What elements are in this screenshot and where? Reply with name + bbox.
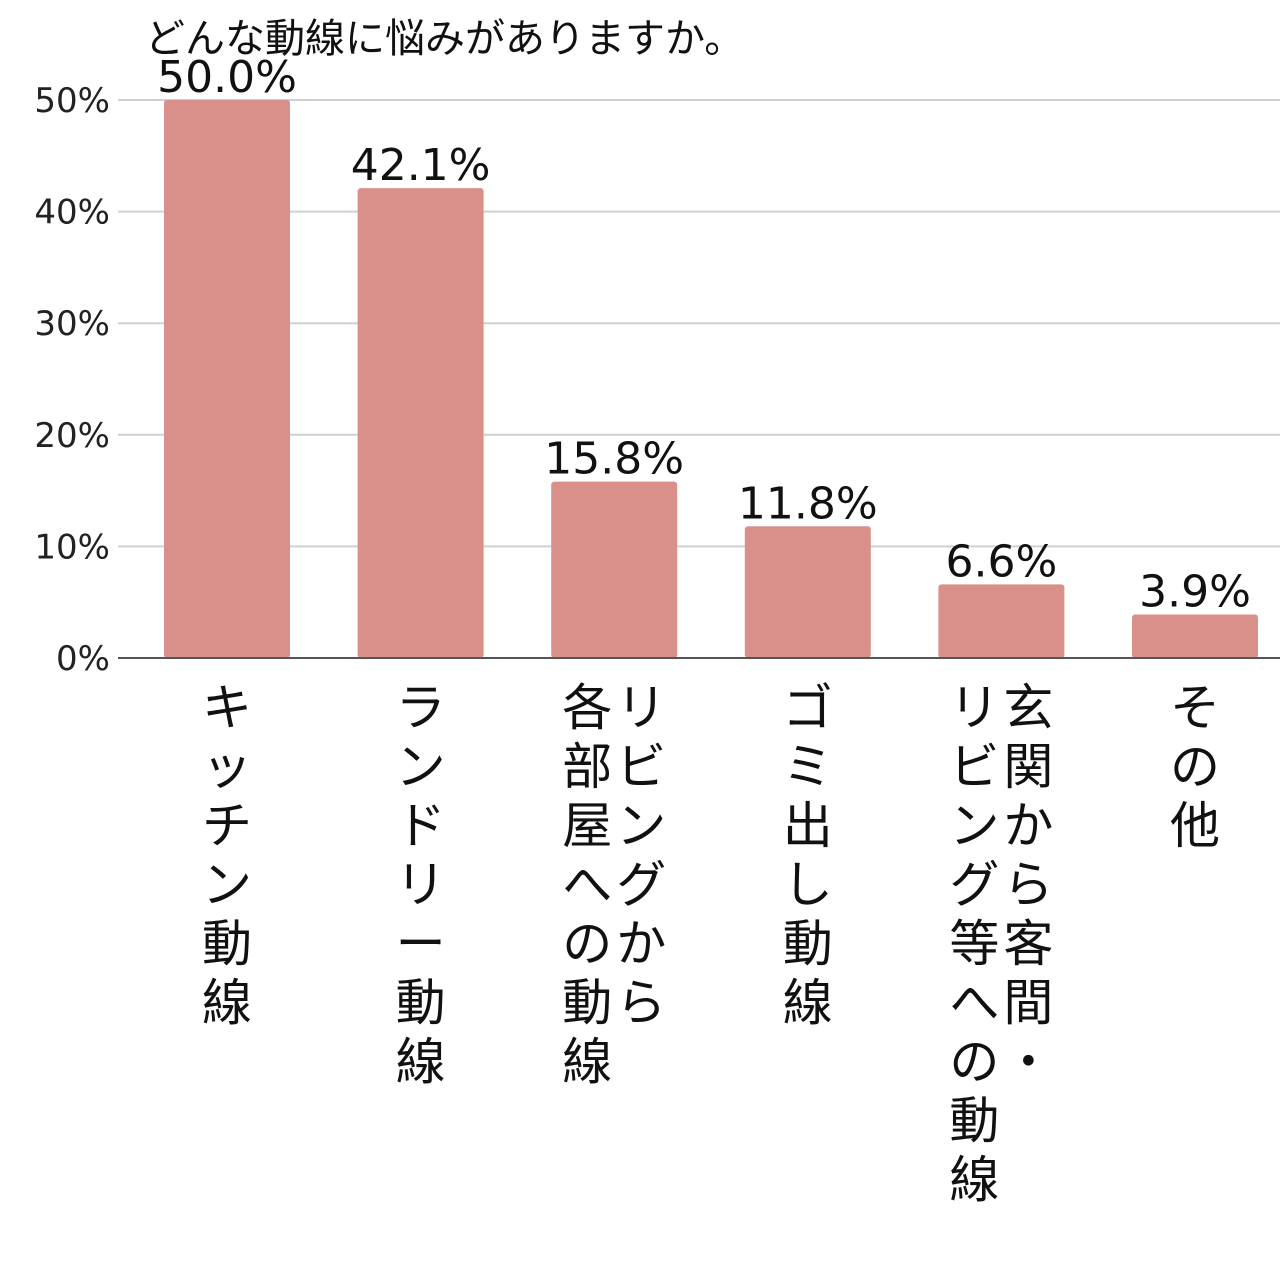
category-label: リビング等への動線: [949, 679, 999, 1209]
bar: [744, 526, 871, 658]
y-tick-label: 50%: [34, 81, 110, 121]
y-tick-label: 10%: [34, 527, 110, 567]
bar: [938, 584, 1065, 658]
grid-lines: [118, 99, 1280, 548]
category-label: ゴミ出し動線: [783, 679, 833, 1032]
data-labels: 50.0% 42.1% 15.8% 11.8% 6.6% 3.9%: [157, 52, 1251, 617]
y-tick-label: 20%: [34, 416, 110, 456]
bar: [357, 188, 484, 658]
bar: [164, 100, 290, 658]
data-label: 42.1%: [351, 140, 491, 191]
data-label: 3.9%: [1139, 566, 1251, 617]
category-label: 玄関から客間・: [1003, 679, 1053, 1091]
y-tick-label: 40%: [34, 193, 110, 233]
bar: [1132, 614, 1258, 658]
data-label: 15.8%: [544, 434, 684, 485]
category-label: その他: [1170, 679, 1220, 855]
bars: [164, 100, 1258, 658]
data-label: 11.8%: [738, 478, 878, 529]
chart-title: どんな動線に悩みがありますか。: [145, 16, 745, 62]
y-tick-label: 0%: [56, 639, 110, 679]
data-label: 50.0%: [157, 52, 297, 103]
category-label: キッチン動線: [202, 679, 252, 1032]
y-tick-labels: 0% 10% 20% 30% 40% 50%: [34, 81, 110, 679]
category-label: ランドリー動線: [396, 679, 446, 1091]
category-label: 各部屋への動線: [562, 679, 612, 1091]
y-tick-label: 30%: [34, 304, 110, 344]
data-label: 6.6%: [946, 536, 1058, 587]
bar: [551, 481, 678, 658]
category-label: リビングから: [616, 679, 666, 1032]
